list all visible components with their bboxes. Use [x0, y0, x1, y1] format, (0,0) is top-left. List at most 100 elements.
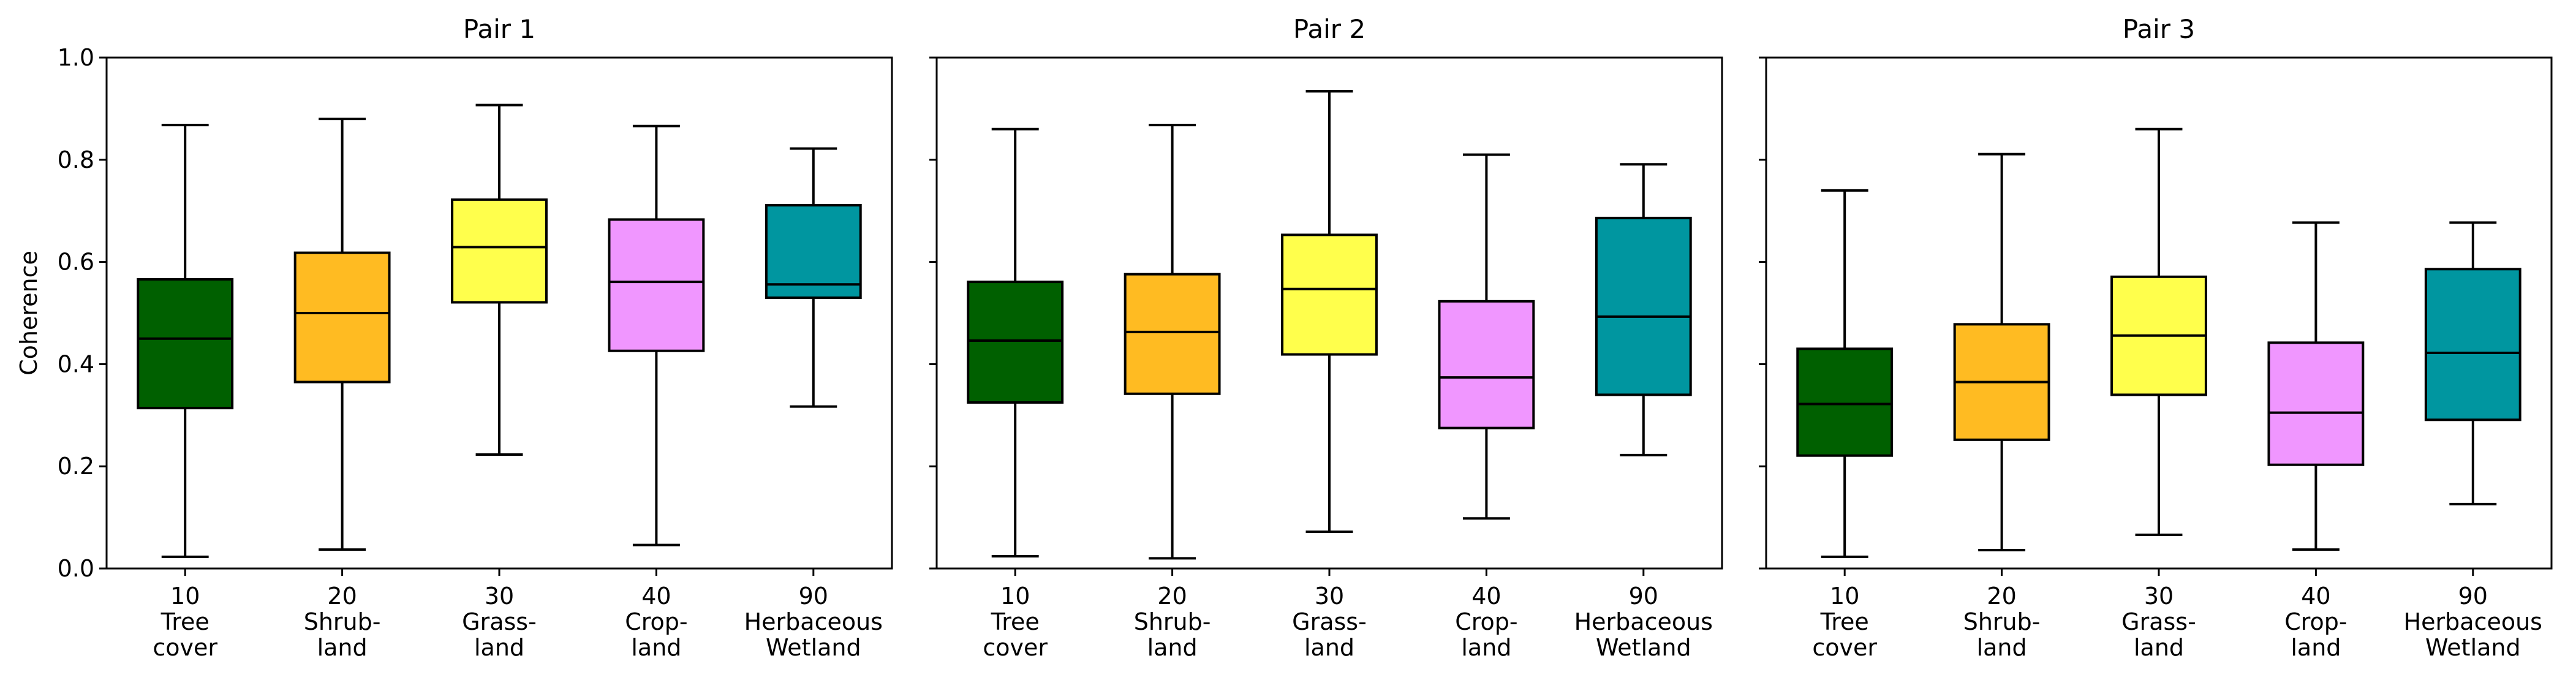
x-tick-label: 40 Crop-land	[2284, 583, 2347, 661]
x-tick-label-line: 20	[327, 583, 357, 610]
x-tick-label-line: Crop-	[1455, 608, 1517, 635]
y-tick-label: 0.0	[58, 555, 94, 582]
box-iqr	[1438, 300, 1535, 429]
x-tick-label-line: Wetland	[1596, 634, 1691, 661]
x-tick-label-line: land	[1461, 634, 1511, 661]
x-tick-label-line: Shrub-	[304, 608, 381, 635]
box-10	[1796, 189, 1894, 558]
x-tick-label: 20 Shrub-land	[1134, 583, 1211, 661]
x-tick-label: 30 Grass-land	[462, 583, 537, 661]
box-iqr	[1796, 347, 1894, 457]
box-iqr	[608, 218, 705, 352]
box-iqr	[1595, 216, 1692, 396]
axes-frame	[935, 56, 1723, 570]
x-tick-label-line: 40	[2301, 583, 2330, 610]
panel-title: Pair 3	[2123, 14, 2195, 44]
box-40	[2267, 221, 2365, 551]
x-tick-label-line: Herbaceous	[744, 608, 883, 635]
x-tick-label: 10 Tree cover	[153, 583, 217, 661]
box-iqr	[2424, 268, 2521, 421]
x-tick-label-line: Shrub-	[1134, 608, 1211, 635]
box-10	[967, 127, 1064, 557]
box-30	[1281, 90, 1378, 533]
box-iqr	[967, 281, 1064, 404]
box-iqr	[293, 251, 391, 383]
x-tick-label: 20 Shrub-land	[1963, 583, 2041, 661]
box-90	[2424, 221, 2521, 505]
x-tick-label-line: Herbaceous	[1574, 608, 1713, 635]
box-iqr	[2267, 341, 2365, 466]
x-tick-label-line: Tree	[991, 608, 1040, 635]
panel-title: Pair 1	[463, 14, 535, 44]
x-tick-label-line: Wetland	[766, 634, 861, 661]
x-tick-label: 30 Grass-land	[1292, 583, 1367, 661]
box-iqr	[451, 198, 548, 304]
x-tick-label-line: 90	[799, 583, 828, 610]
x-tick-label-line: Grass-	[2121, 608, 2196, 635]
x-tick-label: 90 Herbaceous Wetland	[744, 583, 883, 661]
x-tick-label-line: Crop-	[625, 608, 687, 635]
x-tick-label-line: land	[1304, 634, 1354, 661]
x-tick-label-line: Grass-	[1292, 608, 1367, 635]
x-tick-label-line: cover	[983, 634, 1048, 661]
panel-title: Pair 2	[1293, 14, 1365, 44]
box-iqr	[137, 278, 234, 410]
y-tick-label: 0.2	[58, 453, 94, 480]
box-30	[2110, 127, 2207, 536]
x-tick-label-line: 10	[1000, 583, 1030, 610]
x-tick-label-line: 20	[1987, 583, 2016, 610]
x-tick-label: 90 Herbaceous Wetland	[2404, 583, 2542, 661]
x-tick-label-line: land	[2291, 634, 2341, 661]
y-tick-label: 0.8	[58, 146, 94, 173]
panel-3: Pair 3 10 Tree cover 20 Shrub-land 30 Grass-lan…	[1759, 14, 2553, 661]
axes-frame	[1765, 56, 2553, 570]
box-iqr	[1281, 233, 1378, 356]
axes-frame	[105, 56, 893, 570]
x-tick-label: 10 Tree cover	[983, 583, 1048, 661]
x-tick-label-line: 40	[1471, 583, 1501, 610]
x-tick-label-line: 10	[170, 583, 200, 610]
x-tick-label-line: 90	[2458, 583, 2488, 610]
x-tick-label-line: land	[317, 634, 368, 661]
x-tick-label: 40 Crop-land	[625, 583, 687, 661]
x-tick-label-line: Grass-	[462, 608, 537, 635]
x-tick-label-line: Crop-	[2284, 608, 2347, 635]
x-tick-label-line: Herbaceous	[2404, 608, 2542, 635]
x-tick-label-line: 40	[641, 583, 671, 610]
box-20	[1124, 124, 1221, 560]
x-tick-label-line: 10	[1830, 583, 1859, 610]
x-tick-label-line: land	[2134, 634, 2184, 661]
x-tick-label-line: Wetland	[2425, 634, 2521, 661]
x-tick-label-line: cover	[153, 634, 217, 661]
y-tick-label: 1.0	[58, 44, 94, 71]
x-tick-label-line: Tree	[161, 608, 210, 635]
x-tick-label-line: 90	[1629, 583, 1658, 610]
box-90	[1595, 163, 1692, 456]
x-tick-label-line: 30	[485, 583, 514, 610]
x-tick-label: 90 Herbaceous Wetland	[1574, 583, 1713, 661]
y-axis-label: Coherence	[15, 251, 42, 376]
x-tick-label-line: Shrub-	[1963, 608, 2041, 635]
box-30	[451, 104, 548, 456]
box-40	[608, 124, 705, 546]
x-tick-label-line: Tree	[1820, 608, 1869, 635]
box-40	[1438, 153, 1535, 520]
y-tick-label: 0.6	[58, 249, 94, 276]
box-20	[293, 118, 391, 551]
x-tick-label: 40 Crop-land	[1455, 583, 1517, 661]
x-tick-label-line: land	[474, 634, 524, 661]
x-tick-label-line: 30	[2144, 583, 2174, 610]
x-tick-label-line: land	[1977, 634, 2027, 661]
x-tick-label: 20 Shrub-land	[304, 583, 381, 661]
box-10	[137, 124, 234, 558]
y-tick-label: 0.4	[58, 350, 94, 377]
x-tick-label-line: 20	[1157, 583, 1187, 610]
x-tick-label-line: cover	[1812, 634, 1877, 661]
x-tick-label-line: 30	[1315, 583, 1344, 610]
box-iqr	[1124, 273, 1221, 395]
x-tick-label: 10 Tree cover	[1812, 583, 1877, 661]
box-iqr	[765, 204, 862, 299]
x-tick-label-line: land	[1147, 634, 1198, 661]
